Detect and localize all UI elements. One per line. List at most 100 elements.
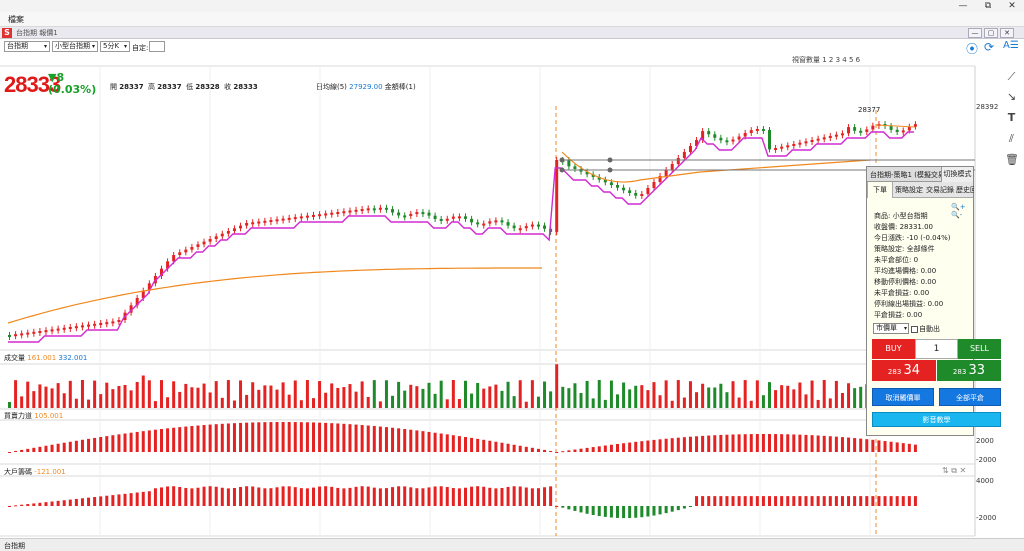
- buysell-bar: [494, 441, 498, 452]
- subwindow-minimize-button[interactable]: —: [968, 28, 982, 38]
- buysell-bar: [524, 446, 528, 452]
- candle: [178, 252, 182, 255]
- candle: [476, 222, 480, 225]
- big-player-bar: [591, 506, 595, 515]
- tab-backtest[interactable]: 歷史回測: [956, 186, 974, 194]
- tab-records[interactable]: 交易記錄: [926, 186, 954, 194]
- trendline-icon[interactable]: ⟋: [1007, 70, 1016, 83]
- candle: [622, 187, 626, 191]
- volume-bar: [196, 387, 200, 408]
- candle: [384, 207, 388, 210]
- zoom-in-icon[interactable]: 🔍+: [951, 203, 966, 211]
- position-info: 商品: 小型台指期 收盤價: 28331.00 今日漲跌: -10 (-0.04…: [874, 211, 950, 321]
- order-type-select[interactable]: 市價單 ▾: [873, 323, 909, 334]
- candle: [360, 209, 364, 212]
- big-player-bar: [707, 496, 711, 506]
- candle: [160, 268, 163, 276]
- flatten-all-button[interactable]: 全部平倉: [939, 388, 1001, 406]
- ray-icon[interactable]: ↘: [1006, 90, 1017, 103]
- candle: [719, 137, 723, 141]
- buy-button[interactable]: BUY: [872, 339, 915, 359]
- big-player-bar: [403, 486, 407, 506]
- candle: [597, 177, 601, 180]
- buysell-bar: [409, 429, 413, 452]
- big-player-bar: [464, 487, 467, 506]
- buysell-bar: [324, 422, 328, 452]
- candle: [451, 216, 455, 219]
- close-button[interactable]: ✕: [1008, 1, 1016, 11]
- big-player-bar: [305, 488, 309, 506]
- candle: [603, 179, 607, 183]
- buysell-bar: [476, 438, 480, 452]
- subwindow-close-button[interactable]: ✕: [1000, 28, 1014, 38]
- switch-mode-button[interactable]: 切換模式: [941, 167, 973, 182]
- buy-quote-button[interactable]: 283 34: [872, 360, 936, 381]
- text-settings-icon[interactable]: A☰: [1003, 40, 1019, 51]
- candle: [634, 193, 638, 196]
- big-player-bar: [913, 496, 917, 506]
- product-select[interactable]: 台指期 ▾: [4, 41, 50, 52]
- buysell-bar: [56, 443, 60, 452]
- buysell-bar: [123, 433, 127, 452]
- volume-bar: [652, 382, 656, 408]
- period-select[interactable]: 5分K ▾: [100, 41, 130, 52]
- buysell-bar: [543, 449, 547, 452]
- copy-icon[interactable]: ⧉: [951, 466, 957, 475]
- subwindow-restore-button[interactable]: ▢: [984, 28, 998, 38]
- volume-bar: [494, 384, 498, 408]
- sell-button[interactable]: SELL: [958, 339, 1001, 359]
- ma-label: 日均線(5): [316, 83, 347, 91]
- candle: [275, 219, 279, 222]
- zoom-out-icon[interactable]: 🔍-: [951, 211, 963, 219]
- signal-icon[interactable]: ⦿: [966, 42, 979, 56]
- big-player-bar: [518, 486, 522, 506]
- big-player-bar: [457, 488, 461, 506]
- volume-bar: [822, 380, 826, 408]
- volume-bar: [439, 380, 443, 408]
- window-count: 視窗數量 1 2 3 4 5 6: [792, 55, 860, 65]
- sell-quote-button[interactable]: 283 33: [937, 360, 1001, 381]
- text-tool-icon[interactable]: T: [1007, 111, 1016, 124]
- change-percent: (0.03%): [48, 83, 97, 96]
- refresh-icon[interactable]: ⟳: [984, 40, 995, 54]
- cancel-trigger-button[interactable]: 取消觸價單: [872, 388, 934, 406]
- candle: [141, 290, 145, 298]
- candle: [281, 218, 285, 221]
- checkbox-icon[interactable]: [911, 325, 918, 333]
- close-panel-icon[interactable]: ✕: [959, 466, 967, 475]
- buysell-bar: [147, 430, 151, 452]
- maximize-button[interactable]: ⧉: [984, 1, 992, 11]
- big-player-bar: [889, 496, 893, 506]
- big-player-bar: [62, 500, 66, 506]
- chart-toolbar: 台指期 ▾ 小型台指期 ▾ 5分K ▾ 自定: ⦿ ⟳ A☰: [0, 40, 1024, 56]
- tab-strategy[interactable]: 策略設定: [895, 186, 923, 194]
- trash-icon[interactable]: 🗑: [1005, 153, 1019, 166]
- minimize-button[interactable]: —: [958, 1, 968, 11]
- big-player-bar: [695, 496, 699, 506]
- candle: [299, 216, 303, 219]
- candle: [202, 241, 206, 245]
- candle: [792, 144, 796, 146]
- quantity-input[interactable]: 1: [915, 339, 958, 359]
- order-type-value: 市價單: [876, 324, 897, 332]
- contract-select[interactable]: 小型台指期 ▾: [52, 41, 98, 52]
- tab-order[interactable]: 下單: [867, 182, 893, 198]
- candle: [470, 218, 474, 223]
- auto-exit-checkbox[interactable]: 自動出: [911, 324, 940, 334]
- big-player-bar: [184, 488, 188, 506]
- buysell-bar: [80, 439, 84, 452]
- menu-file[interactable]: 檔案: [8, 15, 24, 24]
- volume-bar: [111, 389, 115, 408]
- fan-icon[interactable]: ⫽: [1009, 132, 1014, 145]
- settings-icon[interactable]: ⇅: [942, 466, 949, 475]
- window-count-values[interactable]: 1 2 3 4 5 6: [822, 56, 861, 64]
- custom-period-input[interactable]: [149, 41, 165, 52]
- volume-bar: [147, 380, 151, 408]
- status-tab[interactable]: 台指期: [4, 542, 25, 550]
- last-price: 28333: [4, 72, 61, 97]
- video-tutorial-button[interactable]: 影音教學: [872, 412, 1001, 427]
- buysell-bar: [190, 426, 194, 452]
- buysell-axis-bottom: -2000: [976, 456, 997, 464]
- big-player-bar: [840, 496, 844, 506]
